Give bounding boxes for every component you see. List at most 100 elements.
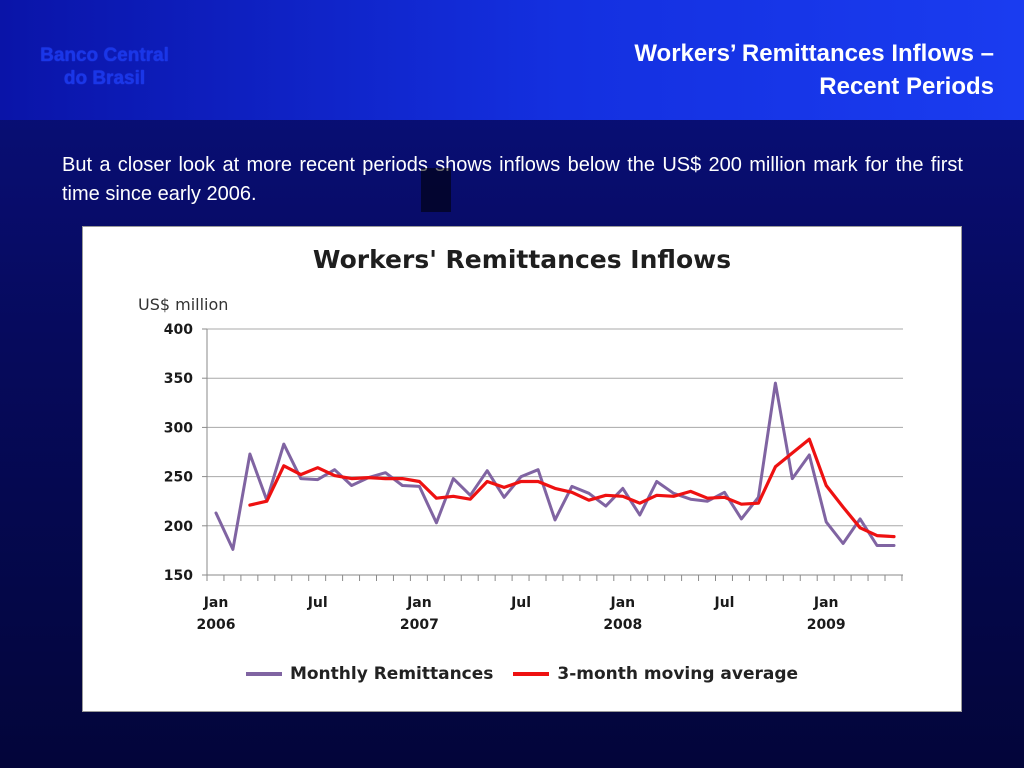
point-moving-average-12: [418, 480, 421, 483]
logo-line-1: Banco Central: [40, 45, 169, 66]
point-monthly-25: [638, 513, 641, 517]
point-monthly-24: [621, 487, 624, 490]
point-monthly-20: [553, 518, 557, 522]
point-moving-average-2: [248, 503, 252, 507]
x-tick-label-jan: Jan: [609, 595, 635, 611]
point-moving-average-33: [774, 465, 777, 468]
point-moving-average-34: [791, 451, 794, 455]
point-monthly-16: [486, 469, 489, 472]
point-moving-average-16: [486, 480, 489, 483]
point-monthly-2: [248, 452, 252, 456]
x-tick-label-year-2006: 2006: [197, 617, 236, 633]
point-monthly-27: [672, 492, 675, 495]
point-monthly-7: [333, 468, 336, 471]
point-moving-average-29: [706, 497, 709, 500]
logo-line-2: do Brasil: [63, 68, 146, 89]
point-monthly-31: [740, 517, 743, 521]
point-moving-average-21: [570, 491, 574, 494]
point-monthly-32: [757, 496, 760, 499]
cursor-overlay: [421, 168, 451, 212]
point-moving-average-9: [367, 476, 370, 479]
point-moving-average-13: [435, 497, 438, 500]
legend-item-moving-average: 3-month moving average: [513, 664, 798, 684]
legend-item-monthly: Monthly Remittances: [245, 664, 494, 684]
x-tick-label-jan: Jan: [813, 595, 839, 611]
point-moving-average-17: [502, 486, 506, 489]
point-moving-average-36: [825, 484, 828, 487]
point-monthly-29: [706, 500, 709, 503]
point-moving-average-20: [553, 487, 557, 490]
point-moving-average-27: [672, 495, 675, 498]
legend-swatch-monthly: [245, 672, 282, 676]
point-moving-average-19: [536, 480, 540, 483]
point-monthly-38: [858, 517, 862, 521]
point-monthly-12: [418, 485, 421, 488]
point-moving-average-26: [655, 494, 658, 497]
point-monthly-39: [875, 544, 879, 547]
bank-logo: Banco Central do Brasil: [12, 44, 197, 90]
point-monthly-22: [587, 492, 591, 495]
slide-title-line-2: Recent Periods: [819, 73, 994, 100]
x-tick-label-jan: Jan: [203, 595, 229, 611]
point-moving-average-7: [333, 474, 336, 477]
point-moving-average-11: [401, 477, 404, 480]
point-monthly-26: [655, 480, 658, 483]
point-monthly-30: [723, 491, 726, 494]
y-tick-label-350: 350: [164, 371, 193, 387]
y-axis-label: US$ million: [138, 295, 229, 314]
point-monthly-0: [214, 511, 218, 515]
x-tick-label-year-2009: 2009: [807, 617, 846, 633]
point-monthly-4: [282, 442, 285, 446]
point-monthly-34: [791, 477, 794, 480]
point-moving-average-31: [740, 503, 743, 506]
x-tick-label-jul: Jul: [714, 595, 735, 611]
x-tick-label-jan: Jan: [406, 595, 432, 611]
legend-label-monthly: Monthly Remittances: [289, 664, 494, 684]
point-monthly-17: [502, 496, 506, 499]
point-monthly-36: [825, 520, 828, 524]
point-moving-average-22: [587, 499, 591, 502]
point-moving-average-40: [892, 535, 896, 538]
x-tick-label-jul: Jul: [510, 595, 531, 611]
point-monthly-28: [689, 498, 692, 501]
point-moving-average-18: [519, 480, 523, 483]
slide-header: Banco Central do Brasil Workers’ Remitta…: [0, 0, 1024, 120]
point-moving-average-4: [282, 464, 285, 467]
chart-frame: Workers' Remittances Inflows US$ million…: [82, 226, 962, 712]
chart-title: Workers' Remittances Inflows: [312, 245, 732, 274]
point-moving-average-5: [299, 473, 302, 476]
point-monthly-6: [316, 478, 319, 481]
point-moving-average-39: [875, 534, 879, 537]
y-tick-label-200: 200: [164, 519, 193, 535]
point-moving-average-35: [808, 438, 811, 441]
legend-label-moving-average: 3-month moving average: [557, 664, 799, 684]
slide-title-line-1: Workers’ Remittances Inflows –: [634, 40, 994, 67]
point-moving-average-24: [621, 495, 624, 498]
point-monthly-37: [841, 542, 845, 545]
legend-swatch-moving-average: [513, 672, 550, 676]
point-monthly-33: [774, 381, 777, 385]
point-monthly-13: [435, 521, 438, 524]
x-tick-label-jul: Jul: [307, 595, 328, 611]
point-monthly-35: [808, 453, 811, 457]
point-monthly-19: [536, 468, 540, 471]
point-monthly-11: [401, 484, 404, 487]
point-monthly-23: [604, 504, 607, 508]
point-moving-average-10: [384, 477, 387, 480]
x-tick-label-year-2007: 2007: [400, 617, 439, 633]
point-moving-average-3: [265, 500, 268, 503]
x-tick-label-year-2008: 2008: [603, 617, 642, 633]
y-tick-label-400: 400: [164, 322, 193, 338]
point-monthly-14: [452, 477, 455, 480]
point-moving-average-15: [469, 498, 472, 501]
y-tick-label-250: 250: [164, 470, 193, 486]
point-monthly-40: [892, 544, 896, 547]
point-moving-average-38: [858, 526, 862, 529]
point-moving-average-25: [638, 502, 641, 505]
point-moving-average-28: [689, 490, 692, 493]
y-tick-label-150: 150: [164, 568, 193, 584]
point-monthly-1: [231, 548, 235, 551]
point-monthly-10: [384, 471, 387, 474]
point-monthly-18: [519, 475, 523, 478]
point-monthly-21: [570, 485, 574, 488]
